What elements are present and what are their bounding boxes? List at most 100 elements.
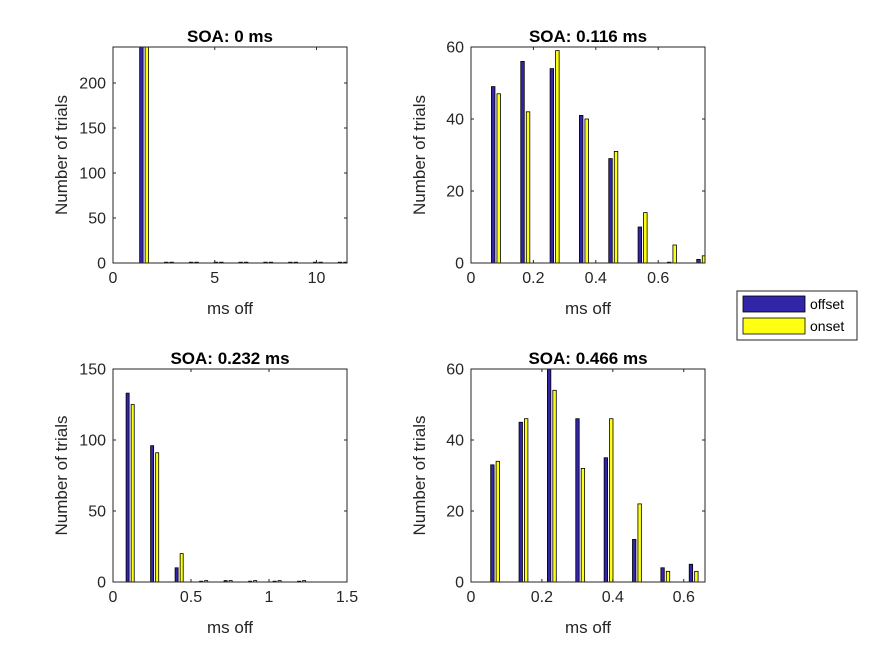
y-tick-label: 40 [446,433,464,450]
bar-onset-5 [637,503,642,582]
x-tick-label: 5 [210,270,219,287]
bars [491,50,705,263]
chart-title: SOA: 0 ms [187,27,273,46]
x-tick-label: 0.6 [673,589,695,606]
x-tick-label: 1.5 [336,589,358,606]
legend-swatch-onset [742,317,806,335]
bar-offset-0 [125,392,130,582]
chart-panel-2: 0 0.2 0.4 0.6 0 20 40 60 SOA: 0.116 ms ms off Numb… [410,27,706,318]
plot-area [113,369,347,582]
x-tick-label: 0.4 [602,589,624,606]
y-tick-label: 0 [97,256,106,273]
chart-panel-4: 0 0.2 0.4 0.6 0 20 40 60 SOA: 0.466 ms ms off Numb… [410,349,706,637]
y-tick-label: 0 [455,575,464,592]
axes-box [470,46,706,264]
y-tick-label: 20 [446,184,464,201]
y-tick-label: 200 [79,76,106,93]
x-tick-label: 0.4 [585,270,607,287]
x-axis-label: ms off [565,299,611,318]
bar-offset-0 [490,464,495,582]
bar-onset-6 [665,570,671,582]
bar-onset-0 [496,93,501,263]
axes-box [112,368,348,583]
bar-onset-5 [253,580,258,582]
bar-onset-7 [302,580,307,582]
legend-label-offset: offset [810,296,844,312]
bar-offset-4 [223,580,228,582]
y-axis-label: Number of trials [410,416,429,536]
bar-offset-7 [688,563,694,582]
x-tick-label: 10 [308,270,326,287]
bar-offset-4 [603,457,608,582]
bar-onset-4 [609,418,614,582]
x-tick-label: 0 [109,589,118,606]
x-tick-label: 0.5 [180,589,202,606]
y-tick-label: 100 [79,166,106,183]
bar-onset-3 [580,467,586,582]
bar-onset-4 [228,580,233,582]
x-tick-label: 0 [467,589,476,606]
x-axis-label: ms off [565,618,611,637]
y-tick-label: 60 [446,362,464,379]
bar-onset-0 [144,47,150,263]
x-tick-label: 1 [265,589,274,606]
bar-onset-6 [277,580,282,582]
y-axis-label: Number of trials [410,95,429,215]
bar-onset-0 [130,404,135,582]
y-tick-label: 0 [455,256,464,273]
bars [490,369,699,582]
bar-offset-2 [549,68,555,263]
chart-title: SOA: 0.232 ms [170,349,289,368]
bar-offset-3 [579,115,584,263]
bar-onset-6 [672,244,677,263]
chart-title: SOA: 0.116 ms [529,27,647,46]
bar-offset-7 [696,258,701,263]
x-axis-label: ms off [207,618,253,637]
y-tick-label: 50 [88,211,106,228]
bar-offset-1 [520,61,525,263]
x-tick-label: 0.6 [647,270,669,287]
bar-onset-2 [555,50,560,263]
bar-onset-3 [584,118,589,263]
chart-title: SOA: 0.466 ms [528,349,647,368]
plot-area [471,369,705,582]
y-axis-label: Number of trials [52,416,71,536]
bar-offset-2 [174,567,179,582]
y-tick-label: 100 [79,433,106,450]
legend: offset onset [736,290,858,341]
bar-onset-5 [643,212,648,263]
y-tick-label: 50 [88,504,106,521]
legend-swatch-offset [742,295,806,313]
axes-box [112,46,348,264]
legend-label-onset: onset [810,318,844,334]
bar-onset-0 [495,460,500,582]
plot-area [113,47,347,263]
bar-offset-0 [491,86,496,263]
axes-box [470,368,706,583]
bar-onset-2 [179,553,184,582]
chart-panel-3: 0 0.5 1 1.5 0 50 100 150 SOA: 0.232 ms ms off Numb… [52,349,358,637]
x-tick-label: 0.2 [522,270,544,287]
y-tick-label: 150 [79,121,106,138]
bar-onset-1 [155,452,160,582]
bar-offset-4 [608,158,613,263]
bars [125,392,307,582]
y-axis-label: Number of trials [52,95,71,215]
bar-onset-2 [552,389,557,582]
bar-offset-6 [660,567,665,582]
bar-offset-5 [632,539,637,582]
x-tick-label: 0 [109,270,118,287]
x-tick-label: 0.2 [531,589,553,606]
x-tick-label: 0 [467,270,476,287]
bar-offset-1 [518,421,523,582]
x-axis-label: ms off [207,299,253,318]
y-tick-label: 60 [446,40,464,57]
y-tick-label: 20 [446,504,464,521]
bar-onset-3 [204,580,209,582]
bar-onset-4 [613,150,619,263]
bar-offset-3 [575,418,580,582]
y-tick-label: 0 [97,575,106,592]
bar-onset-1 [525,111,531,263]
bar-offset-5 [637,226,643,263]
bar-onset-7 [694,570,699,582]
